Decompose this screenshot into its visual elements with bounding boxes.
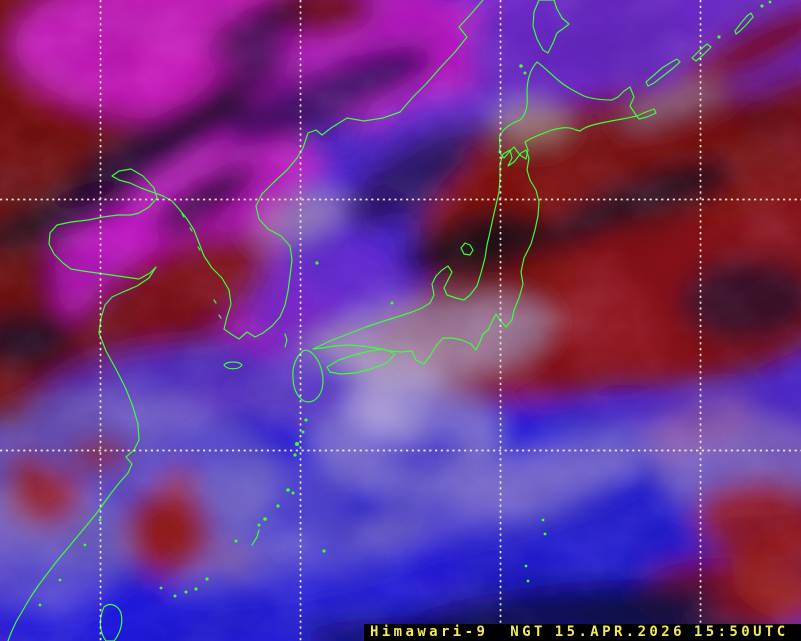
- coastline-sakhalin: [532, 0, 570, 54]
- coastline-hokkaido: [498, 61, 657, 160]
- image-date: 15.APR.2026: [554, 624, 685, 640]
- coastline-honshu: [312, 149, 540, 365]
- coastline-kyushu: [292, 349, 324, 403]
- timestamp-bar: Himawari-9 NGT 15.APR.2026 15:50UTC: [364, 624, 801, 641]
- coastline-tsushima: [284, 333, 288, 348]
- coastline-shikoku: [326, 348, 396, 375]
- coastline-layer: [7, 0, 772, 641]
- product-code: NGT: [510, 624, 546, 640]
- coastline-okinawa: [251, 529, 260, 546]
- coastline-jeju: [223, 361, 243, 370]
- coastline-mainland-asia: [7, 0, 484, 641]
- coastline-sado: [460, 242, 474, 256]
- coastline-kuril-islands: [645, 12, 754, 87]
- coastline-korea-islands: [181, 213, 222, 319]
- image-time: 15:50UTC: [693, 624, 789, 640]
- satellite-name: Himawari-9: [370, 624, 489, 640]
